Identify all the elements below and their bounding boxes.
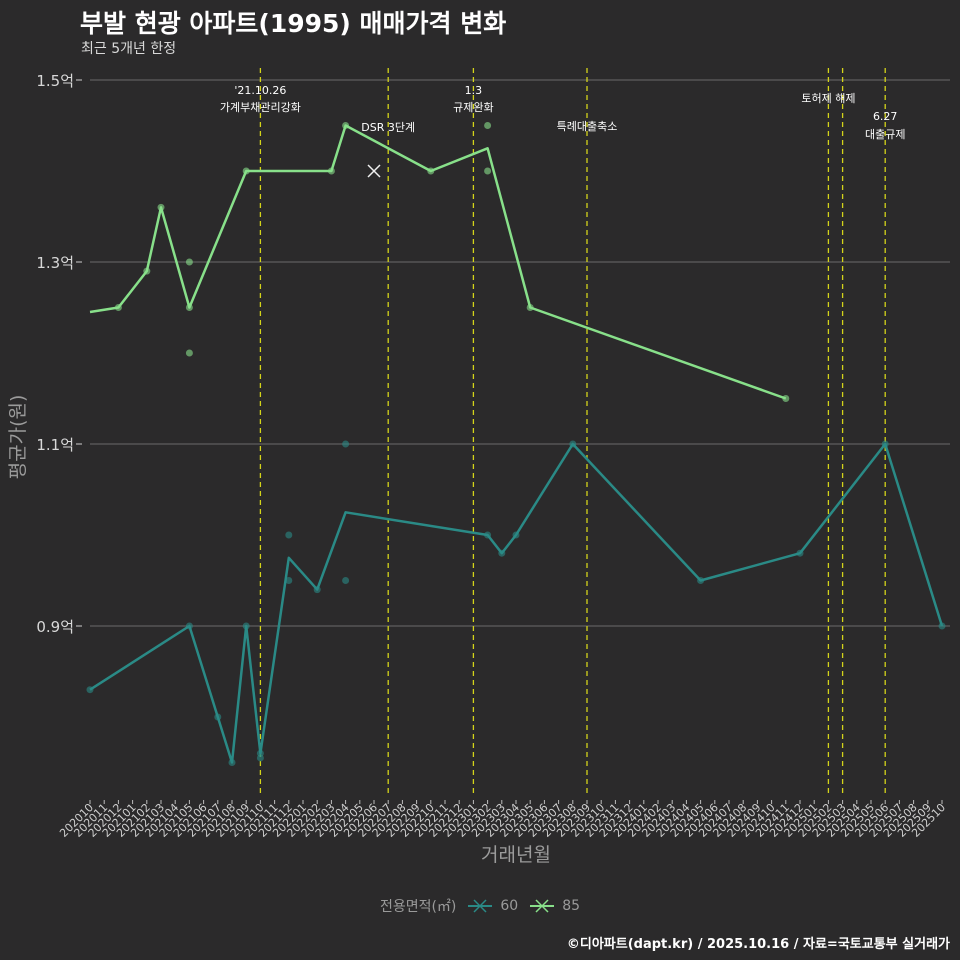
- data-point-85: [484, 122, 492, 129]
- data-point-60: [342, 440, 350, 448]
- event-label: 특례대출축소: [557, 120, 618, 133]
- event-label: 대출규제: [865, 128, 905, 141]
- x-axis-title: 거래년월: [481, 844, 551, 866]
- chart-title: 부발 현광 아파트(1995) 매매가격 변화: [80, 9, 507, 38]
- event-label: 규제완화: [453, 101, 493, 114]
- y-tick-label: 1.1억: [36, 436, 74, 454]
- legend-item-85: 85: [528, 898, 580, 914]
- cross-marker: [367, 164, 381, 178]
- series-line-60: [89, 442, 944, 764]
- data-point-85: [185, 349, 193, 357]
- event-label: 6.27: [873, 110, 898, 123]
- legend-item-60: 60: [466, 898, 518, 914]
- data-point-60: [285, 577, 293, 584]
- y-tick-label: 1.5억: [36, 72, 74, 90]
- event-label: DSR 3단계: [361, 121, 415, 134]
- data-point-85: [484, 167, 492, 175]
- chart-subtitle: 최근 5개년 한정: [81, 41, 177, 57]
- event-label: 1.3: [465, 84, 483, 97]
- data-point-60: [256, 754, 264, 762]
- legend-title: 전용면적(㎡): [379, 899, 457, 915]
- legend-label-60: 60: [500, 898, 519, 914]
- series-line-85: [89, 124, 787, 400]
- legend: 전용면적(㎡) 60 85: [0, 896, 960, 916]
- legend-key-85: [530, 899, 555, 913]
- data-point-60: [285, 531, 293, 539]
- legend-label-85: 85: [562, 898, 581, 914]
- data-point-60: [342, 577, 350, 584]
- data-point-85: [185, 258, 193, 266]
- y-tick-label: 1.3억: [36, 254, 74, 272]
- legend-key-60: [468, 899, 493, 913]
- y-axis-title: 평균가(원): [7, 395, 29, 480]
- caption: ©디아파트(dapt.kr) / 2025.10.16 / 자료=국토교통부 실…: [566, 937, 950, 952]
- event-label: 가계부채관리강화: [220, 101, 301, 114]
- event-label: '21.10.26: [234, 84, 286, 97]
- y-tick-label: 0.9억: [36, 618, 74, 636]
- event-label: 토허제 해제: [801, 91, 855, 105]
